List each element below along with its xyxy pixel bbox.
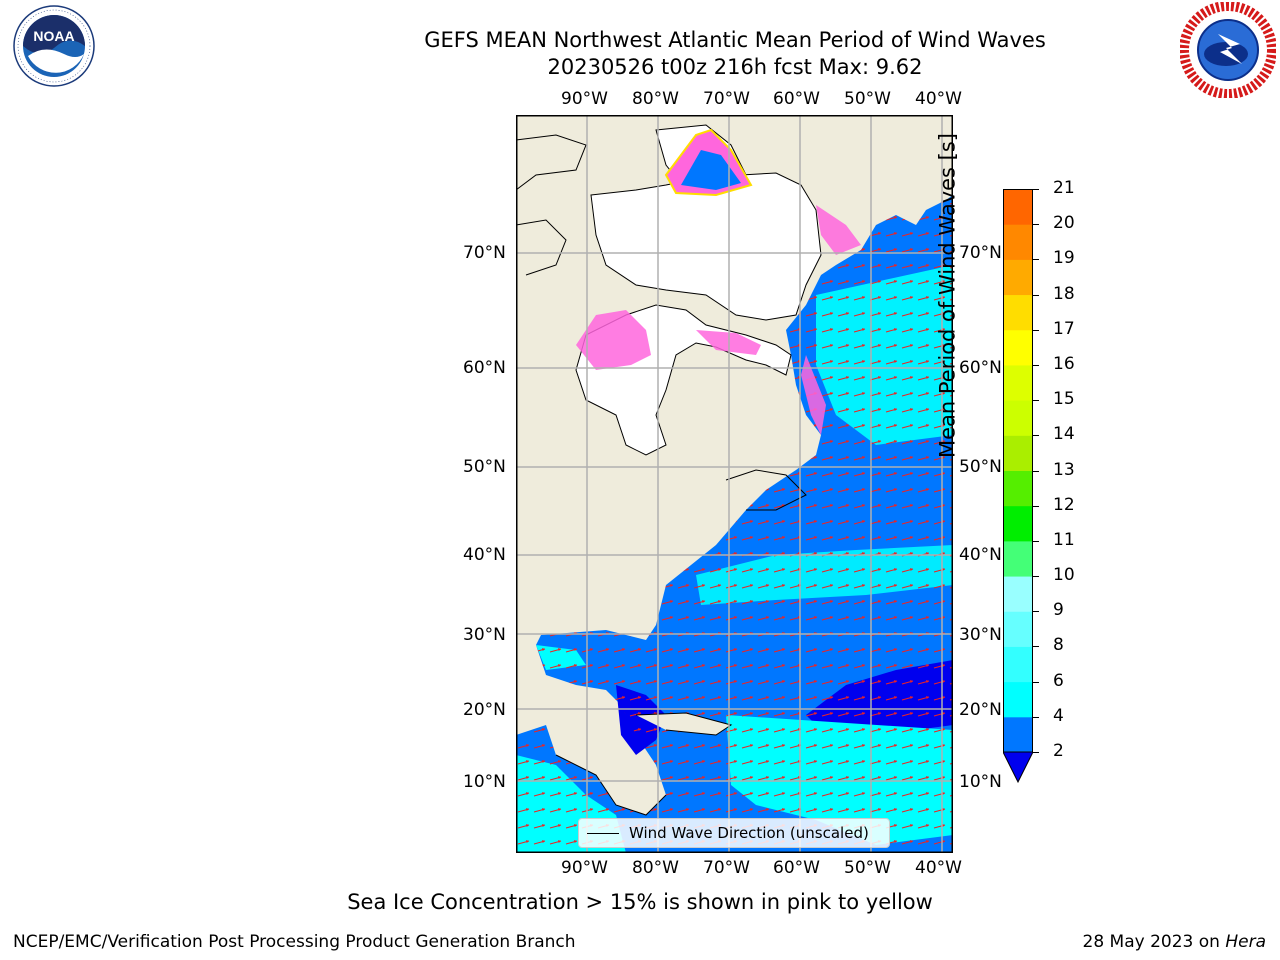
colorbar-tick-label: 8 [1053,635,1064,656]
lat-label-right-20n: 20°N [959,700,1002,720]
colorbar-frame [1003,189,1033,753]
colorbar-segment [1003,681,1033,718]
lon-label-top-80w: 80°W [632,89,679,109]
nws-logo [1179,1,1277,99]
colorbar-tick-label: 17 [1053,318,1075,339]
colorbar-tick-mark [1033,224,1039,226]
svg-text:NOAA: NOAA [33,28,74,44]
lon-label-bottom-70w: 70°W [703,858,750,878]
colorbar-label: Mean Period of Wind Waves [s] [935,133,960,458]
colorbar-tick-mark [1033,752,1039,753]
colorbar-tick-mark [1033,329,1039,331]
legend-label: Wind Wave Direction (unscaled) [629,824,869,842]
colorbar-tick-label: 18 [1053,283,1075,304]
colorbar-segment [1003,294,1033,331]
lat-label-right-50n: 50°N [959,457,1002,477]
colorbar-tick-mark [1033,259,1039,261]
colorbar-tick-mark [1033,611,1039,613]
colorbar-tick-mark [1033,294,1039,296]
lat-label-right-60n: 60°N [959,358,1002,378]
colorbar-tick-mark [1033,189,1039,190]
colorbar-segment [1003,364,1033,401]
colorbar-tick-mark [1033,364,1039,366]
colorbar-tick-label: 20 [1053,213,1075,234]
lat-label-left-60n: 60°N [463,358,506,378]
colorbar-tick-mark [1033,470,1039,472]
colorbar [1002,189,1034,784]
lon-label-top-60w: 60°W [773,89,820,109]
colorbar-tick-mark [1033,400,1039,402]
colorbar-tick-mark [1033,681,1039,683]
lon-label-bottom-60w: 60°W [773,858,820,878]
colorbar-tick-label: 14 [1053,424,1075,445]
colorbar-segment [1003,505,1033,542]
lon-label-top-90w: 90°W [561,89,608,109]
colorbar-tick-mark [1033,505,1039,507]
footer-branch: NCEP/EMC/Verification Post Processing Pr… [13,932,576,952]
sea-ice-note: Sea Ice Concentration > 15% is shown in … [347,890,933,914]
colorbar-segment [1003,540,1033,577]
colorbar-segment [1003,611,1033,647]
colorbar-tick-label: 10 [1053,565,1075,586]
noaa-logo: NOAA [4,4,104,88]
lat-label-left-30n: 30°N [463,625,506,645]
colorbar-segment [1003,646,1033,683]
colorbar-tick-mark [1033,540,1039,542]
colorbar-tick-label: 19 [1053,248,1075,269]
lon-label-top-50w: 50°W [844,89,891,109]
colorbar-tick-label: 11 [1053,529,1075,550]
footer-machine: Hera [1225,932,1266,952]
lat-label-right-40n: 40°N [959,545,1002,565]
colorbar-segment [1003,224,1033,260]
colorbar-tick-label: 2 [1053,741,1064,761]
colorbar-segment [1003,189,1033,225]
colorbar-segment [1003,259,1033,296]
colorbar-segment [1003,716,1033,753]
colorbar-under-arrow [1002,751,1034,784]
colorbar-tick-label: 4 [1053,705,1064,726]
colorbar-tick-label: 15 [1053,389,1075,410]
colorbar-tick-mark [1033,716,1039,718]
lon-label-bottom-50w: 50°W [844,858,891,878]
lat-label-right-30n: 30°N [959,625,1002,645]
chart-title: GEFS MEAN Northwest Atlantic Mean Period… [424,28,1046,52]
map-svg [515,115,953,853]
colorbar-tick-label: 13 [1053,459,1075,480]
map-panel: Wind Wave Direction (unscaled) [515,115,953,853]
colorbar-tick-mark [1033,576,1039,578]
footer-date-text: 28 May 2023 on [1082,932,1226,952]
colorbar-tick-mark [1033,646,1039,648]
colorbar-segment [1003,470,1033,507]
colorbar-tick-label: 21 [1053,178,1075,198]
colorbar-tick-mark [1033,435,1039,437]
lat-label-left-40n: 40°N [463,545,506,565]
colorbar-segment [1003,435,1033,471]
graticule [516,115,953,853]
colorbar-tick-label: 9 [1053,600,1064,621]
map-legend: Wind Wave Direction (unscaled) [578,818,890,848]
lon-label-top-70w: 70°W [703,89,750,109]
lat-label-left-70n: 70°N [463,243,506,263]
lat-label-left-20n: 20°N [463,700,506,720]
lat-label-right-10n: 10°N [959,772,1002,792]
lon-label-bottom-90w: 90°W [561,858,608,878]
colorbar-tick-label: 6 [1053,670,1064,691]
colorbar-segment [1003,400,1033,436]
footer-date: 28 May 2023 on Hera [1083,932,1267,952]
legend-line-icon [587,832,619,834]
lon-label-bottom-40w: 40°W [915,858,962,878]
lat-label-right-70n: 70°N [959,243,1002,263]
colorbar-tick-label: 16 [1053,353,1075,374]
colorbar-segment [1003,329,1033,366]
lat-label-left-50n: 50°N [463,457,506,477]
lat-label-left-10n: 10°N [463,772,506,792]
lon-label-top-40w: 40°W [915,89,962,109]
chart-subtitle: 20230526 t00z 216h fcst Max: 9.62 [547,55,923,79]
colorbar-tick-label: 12 [1053,494,1075,515]
colorbar-segment [1003,576,1033,612]
lon-label-bottom-80w: 80°W [632,858,679,878]
